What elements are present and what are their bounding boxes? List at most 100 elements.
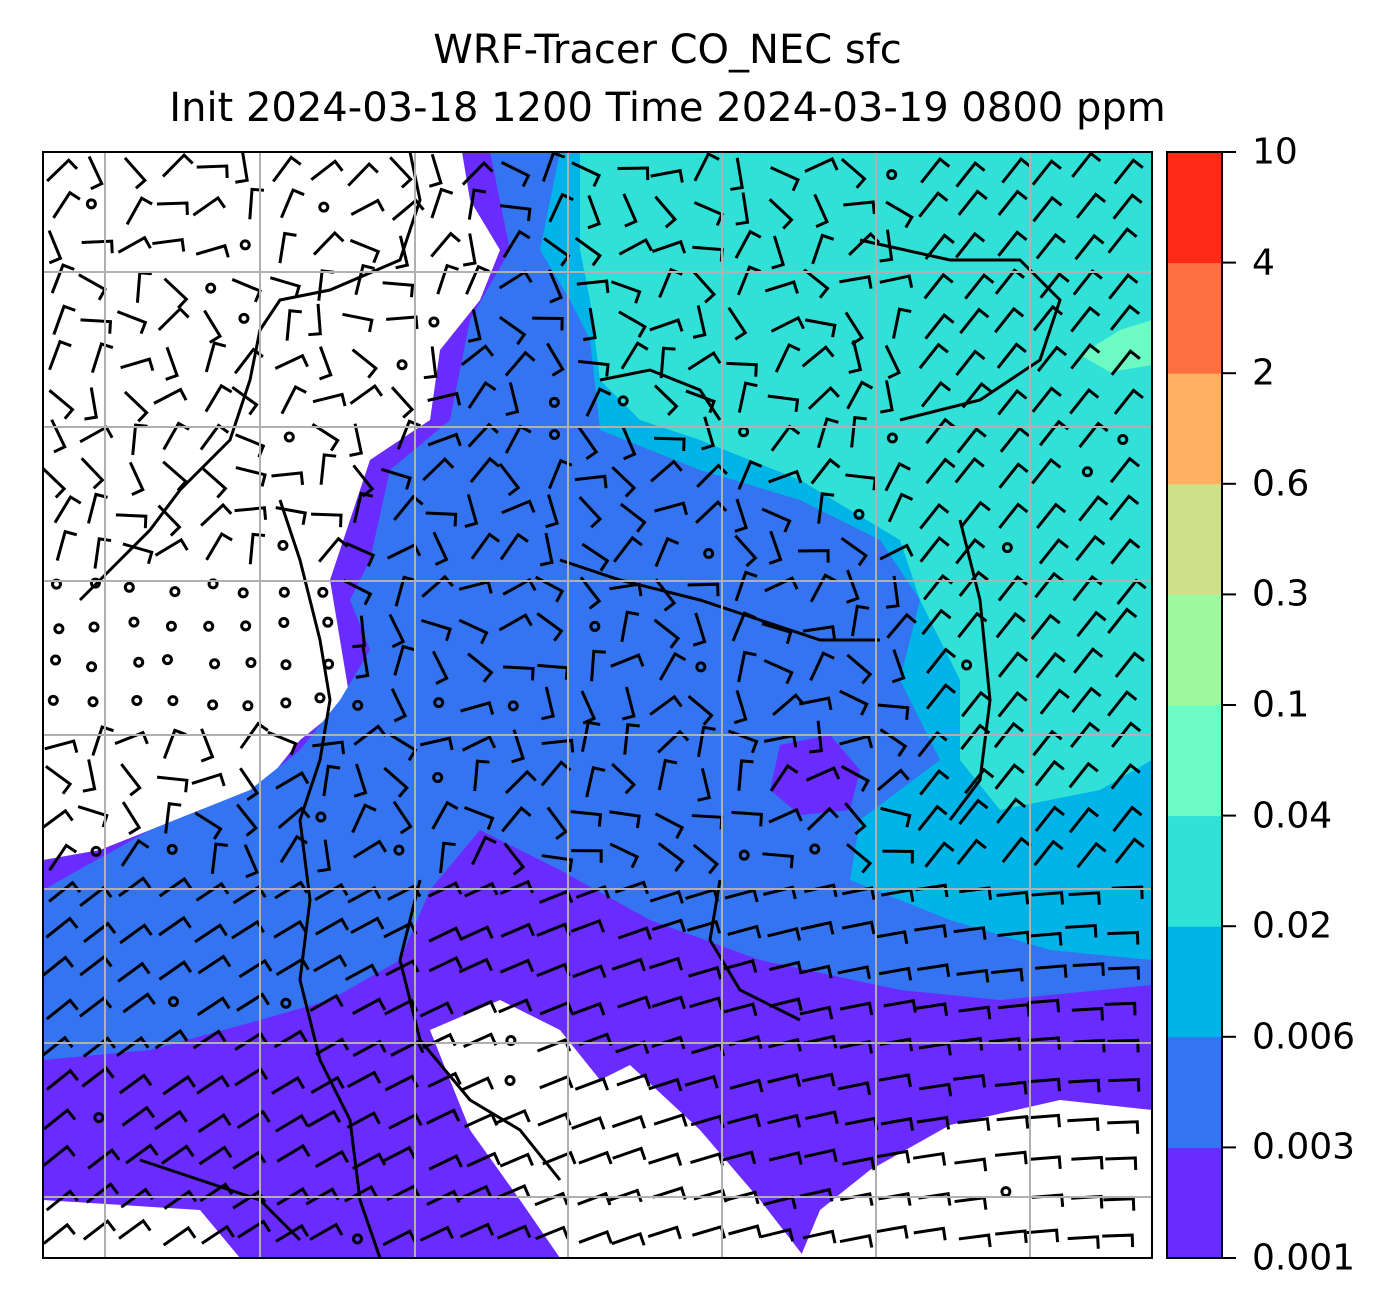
wind-barb [459, 1222, 495, 1239]
wind-barb [609, 842, 640, 869]
wind-barb [623, 723, 640, 755]
wind-barb [388, 613, 406, 649]
wind-barb [768, 997, 803, 1012]
wind-barb [314, 1149, 350, 1168]
colorbar-tick-label: 0.3 [1252, 573, 1310, 615]
wind-barb [315, 1037, 350, 1056]
wind-barb [120, 357, 155, 372]
wind-barb [692, 843, 720, 875]
wind-barb [574, 236, 603, 267]
wind-barb [734, 570, 758, 602]
wind-barb [659, 346, 676, 379]
wind-barb [616, 1073, 651, 1087]
wind-barb [959, 307, 990, 335]
wind-barb [762, 885, 797, 900]
wind-barb [157, 306, 190, 332]
wind-barb [460, 344, 495, 366]
wind-barb [118, 876, 152, 898]
wind-barb [426, 1108, 461, 1125]
wind-barb [164, 802, 182, 834]
wind-barb [877, 703, 910, 720]
wind-barb [925, 457, 956, 485]
wind-barb [617, 166, 650, 181]
wind-barb [389, 156, 413, 189]
wind-barb [572, 964, 607, 979]
wind-barb [427, 432, 462, 447]
calm-wind-marker [277, 539, 289, 551]
wind-barb [874, 930, 909, 944]
wind-barb [571, 1001, 606, 1016]
wind-barb [850, 415, 867, 448]
wind-barb [727, 924, 762, 939]
wind-barb [383, 766, 409, 798]
wind-barb [502, 229, 531, 259]
wind-barb [578, 359, 610, 377]
wind-barb [271, 1075, 306, 1095]
wind-barb [279, 834, 308, 864]
calm-wind-marker [322, 616, 334, 628]
wind-barb [394, 575, 417, 607]
wind-barb [996, 890, 1030, 905]
wind-barb [393, 494, 424, 521]
wind-barb [918, 342, 949, 370]
wind-barb [157, 504, 182, 537]
colorbar-tick-label: 0.006 [1252, 1016, 1356, 1058]
wind-barb [243, 844, 259, 879]
wind-barb [571, 849, 603, 863]
wind-barb [960, 500, 991, 528]
wind-barb [571, 1116, 606, 1130]
wind-barb [653, 618, 681, 649]
calm-wind-marker [90, 845, 102, 857]
wind-barb [723, 959, 758, 973]
wind-barb [314, 882, 349, 901]
wind-barb [919, 502, 950, 530]
wind-barb [648, 956, 684, 971]
wind-barb [587, 195, 602, 230]
wind-barb [390, 1039, 425, 1057]
wind-barb [125, 196, 153, 226]
wind-barb [1104, 1001, 1137, 1016]
calm-wind-marker [89, 577, 101, 589]
wind-barb [955, 161, 986, 188]
calm-wind-marker [242, 700, 254, 712]
wind-barb [957, 611, 988, 639]
wind-barb [957, 189, 988, 216]
gridlines [43, 152, 1152, 1258]
wind-barb [1105, 1156, 1138, 1170]
wind-barb [993, 721, 1024, 749]
colorbar-segment [1167, 1036, 1222, 1148]
wind-barb [841, 886, 876, 901]
wind-barb [1030, 613, 1061, 641]
wind-barb [955, 349, 986, 376]
calm-wind-marker [169, 586, 181, 598]
wind-barb [1070, 343, 1101, 370]
wind-barb [1102, 1233, 1135, 1248]
wind-barb [570, 918, 605, 933]
wind-barb [195, 243, 230, 258]
wind-barb [737, 650, 757, 683]
wind-barb [162, 460, 188, 492]
wind-barb [500, 161, 531, 188]
wind-barb [236, 803, 258, 837]
wind-barb [806, 806, 839, 831]
wind-barb [396, 419, 422, 450]
wind-barb [735, 192, 750, 226]
calm-wind-marker [548, 396, 560, 408]
wind-barb [116, 310, 148, 335]
wind-barb [654, 578, 677, 612]
wind-barb [232, 884, 267, 905]
wind-barb [419, 736, 454, 751]
wind-barb [957, 1117, 991, 1131]
wind-barb [687, 582, 720, 597]
wind-barb [346, 1111, 381, 1129]
wind-barb [956, 968, 990, 983]
wind-barb [767, 1113, 802, 1128]
wind-barb [1068, 806, 1100, 834]
wind-barb [1067, 1117, 1100, 1132]
wind-barb [1001, 157, 1032, 184]
wind-barb [1070, 721, 1101, 749]
wind-barb [498, 998, 533, 1014]
wind-barb [1113, 388, 1144, 415]
wind-barb [875, 1224, 909, 1239]
wind-barb [695, 500, 728, 524]
